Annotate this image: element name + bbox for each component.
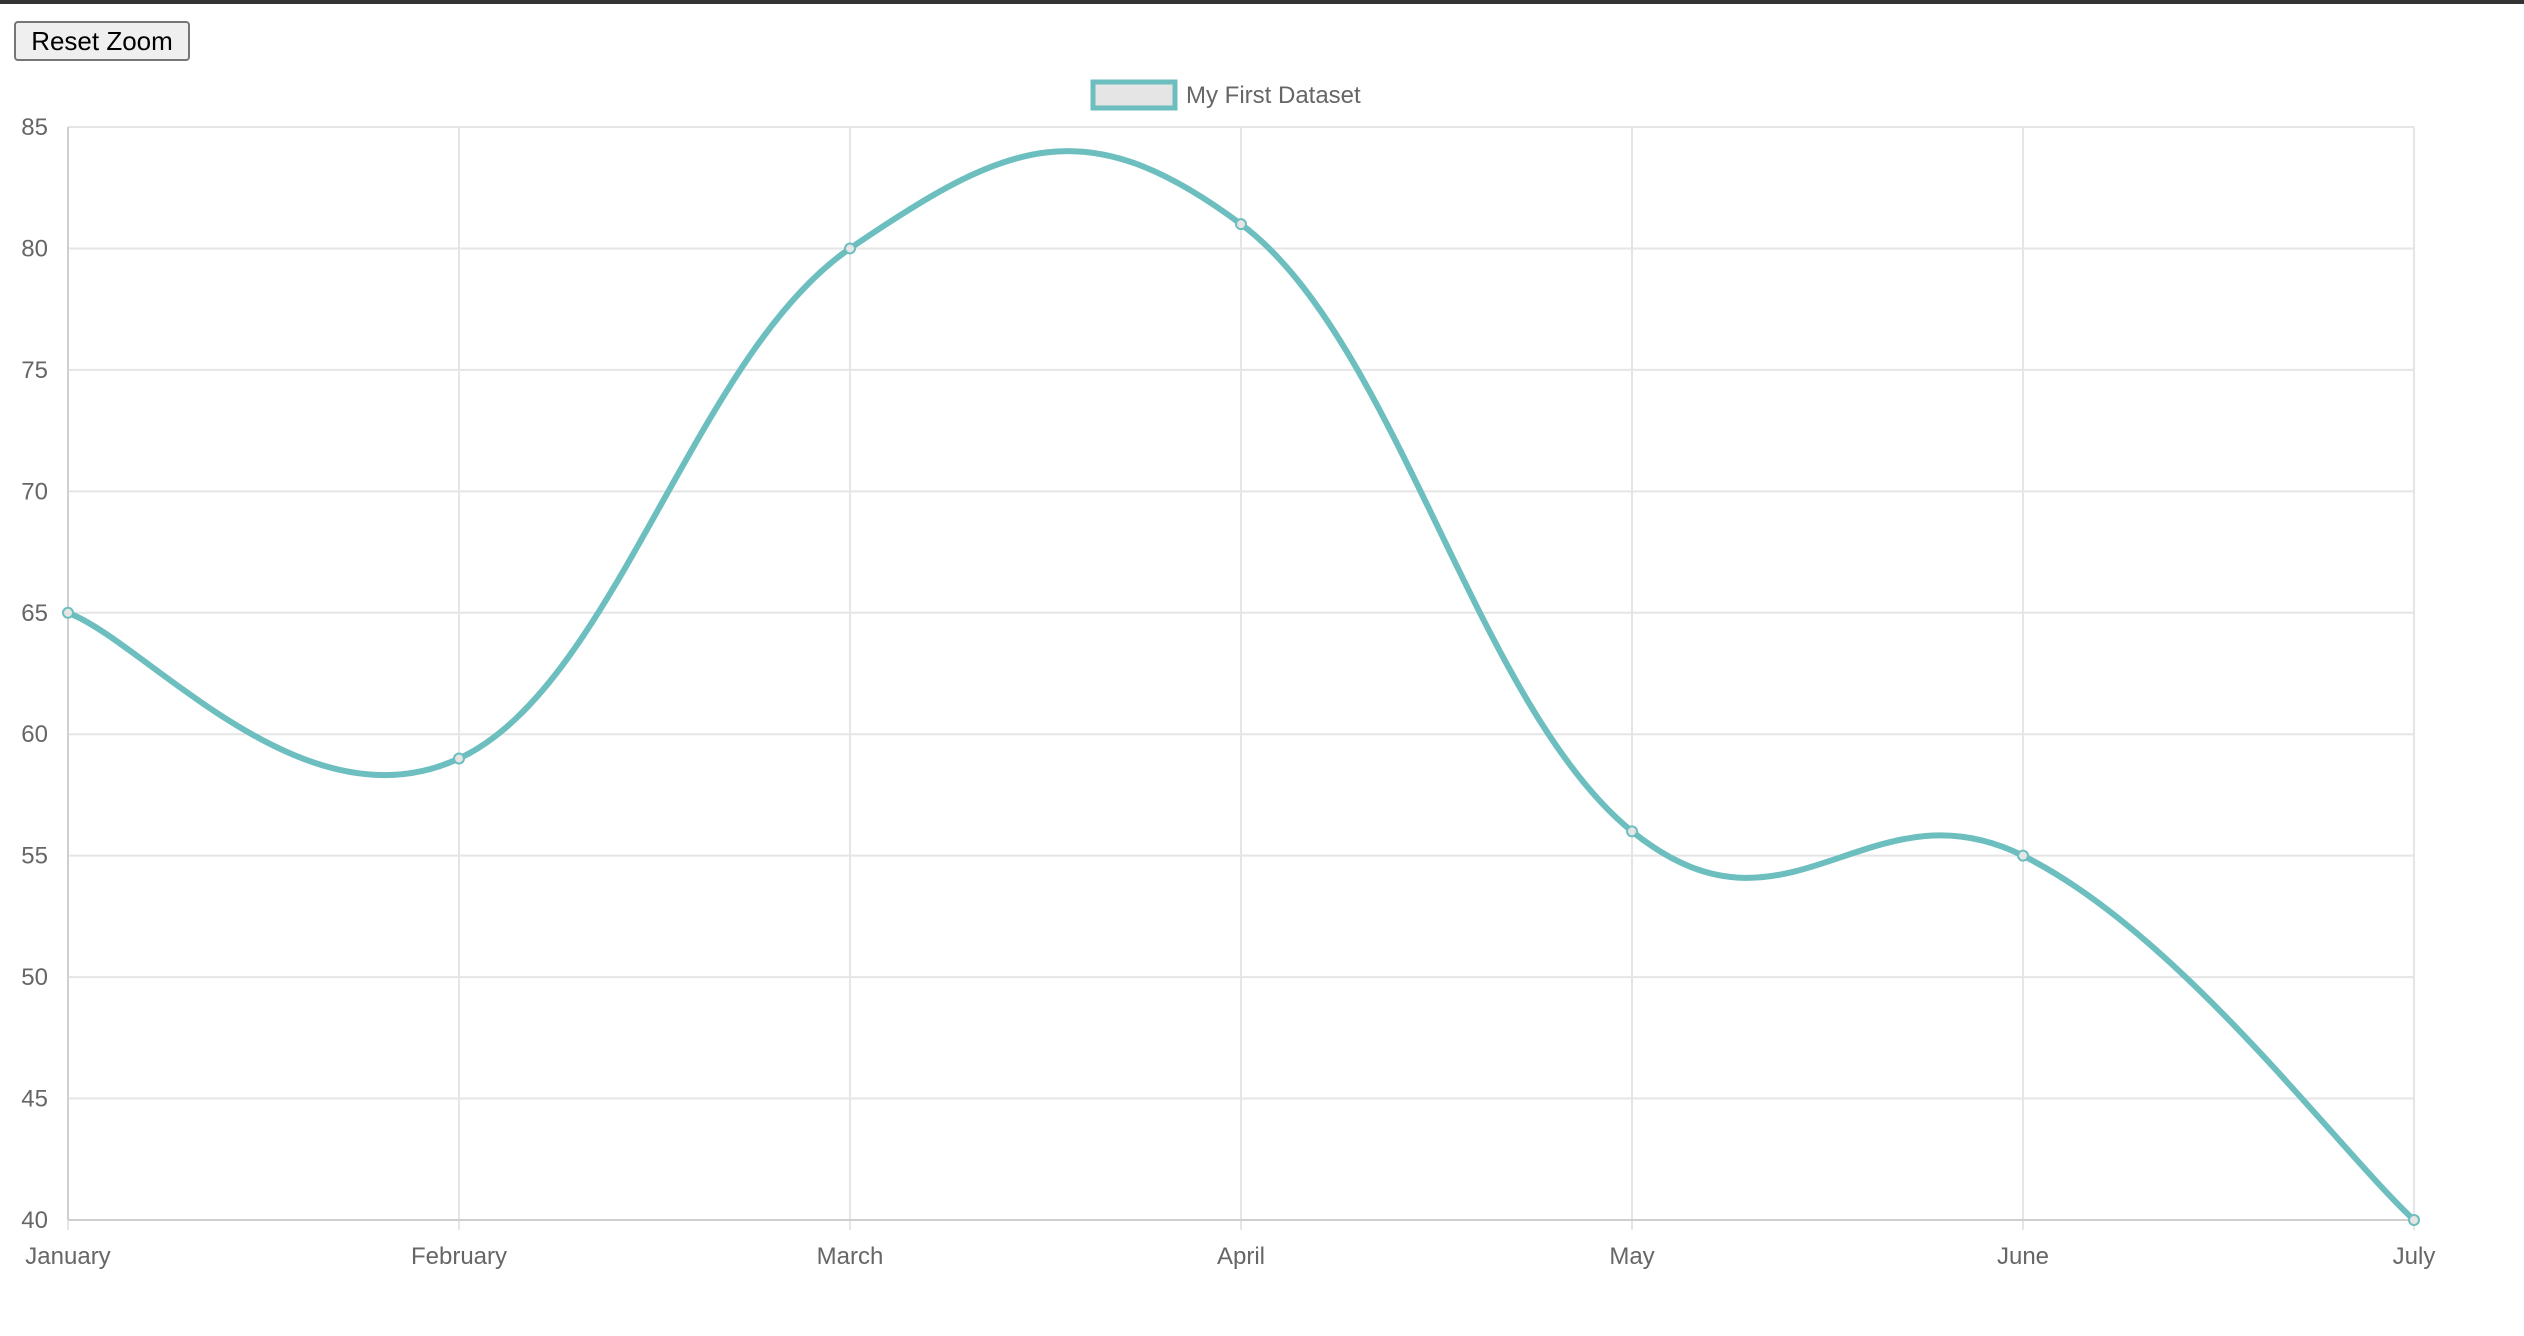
window-top-border xyxy=(0,0,2524,4)
data-point[interactable] xyxy=(1235,218,1247,231)
y-tick-label: 80 xyxy=(21,235,48,262)
chart-series-layer xyxy=(62,148,2420,1226)
x-tick-label: July xyxy=(2393,1243,2436,1270)
y-tick-label: 65 xyxy=(21,600,48,627)
data-point[interactable] xyxy=(2017,849,2029,862)
chart-legend[interactable]: My First Dataset xyxy=(1090,79,1361,111)
data-point[interactable] xyxy=(1626,825,1638,838)
chart-grid xyxy=(67,126,2415,1230)
data-point[interactable] xyxy=(844,242,856,255)
y-tick-label: 40 xyxy=(21,1207,48,1234)
data-point[interactable] xyxy=(2408,1214,2420,1226)
y-tick-label: 50 xyxy=(21,964,48,991)
data-point[interactable] xyxy=(62,606,74,619)
chart-axes: 85 80 75 70 65 60 55 50 45 40 January February March… xyxy=(21,114,2435,1270)
x-tick-label: June xyxy=(1997,1243,2049,1270)
y-tick-label: 85 xyxy=(21,114,48,141)
x-tick-label: April xyxy=(1217,1243,1265,1270)
legend-label[interactable]: My First Dataset xyxy=(1186,82,1361,109)
y-tick-label: 75 xyxy=(21,357,48,384)
y-tick-label: 55 xyxy=(21,843,48,870)
data-point[interactable] xyxy=(453,752,465,765)
x-tick-label: March xyxy=(817,1243,884,1270)
y-tick-label: 70 xyxy=(21,478,48,505)
reset-zoom-button[interactable]: Reset Zoom xyxy=(14,21,190,61)
x-tick-label: February xyxy=(411,1243,507,1270)
x-tick-label: January xyxy=(25,1243,110,1270)
x-tick-label: May xyxy=(1609,1243,1654,1270)
y-tick-label: 60 xyxy=(21,721,48,748)
y-tick-label: 45 xyxy=(21,1086,48,1113)
legend-swatch[interactable] xyxy=(1090,79,1178,111)
